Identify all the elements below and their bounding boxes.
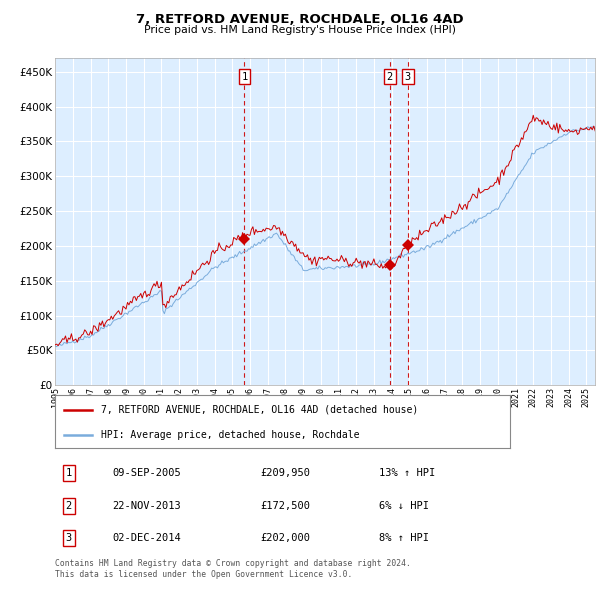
Text: HPI: Average price, detached house, Rochdale: HPI: Average price, detached house, Roch… [101, 430, 359, 440]
Text: 13% ↑ HPI: 13% ↑ HPI [379, 468, 436, 478]
Text: 22-NOV-2013: 22-NOV-2013 [112, 501, 181, 510]
Text: 7, RETFORD AVENUE, ROCHDALE, OL16 4AD (detached house): 7, RETFORD AVENUE, ROCHDALE, OL16 4AD (d… [101, 405, 418, 415]
Text: 02-DEC-2014: 02-DEC-2014 [112, 533, 181, 543]
Text: 8% ↑ HPI: 8% ↑ HPI [379, 533, 429, 543]
Text: 1: 1 [65, 468, 72, 478]
Text: £172,500: £172,500 [260, 501, 310, 510]
Text: 2: 2 [65, 501, 72, 510]
Text: 3: 3 [405, 71, 411, 81]
Text: 3: 3 [65, 533, 72, 543]
Text: 1: 1 [241, 71, 248, 81]
Text: Contains HM Land Registry data © Crown copyright and database right 2024.
This d: Contains HM Land Registry data © Crown c… [55, 559, 411, 579]
Text: 09-SEP-2005: 09-SEP-2005 [112, 468, 181, 478]
Text: Price paid vs. HM Land Registry's House Price Index (HPI): Price paid vs. HM Land Registry's House … [144, 25, 456, 35]
Text: £202,000: £202,000 [260, 533, 310, 543]
Text: 6% ↓ HPI: 6% ↓ HPI [379, 501, 429, 510]
Text: 7, RETFORD AVENUE, ROCHDALE, OL16 4AD: 7, RETFORD AVENUE, ROCHDALE, OL16 4AD [136, 13, 464, 26]
Text: £209,950: £209,950 [260, 468, 310, 478]
Text: 2: 2 [386, 71, 393, 81]
